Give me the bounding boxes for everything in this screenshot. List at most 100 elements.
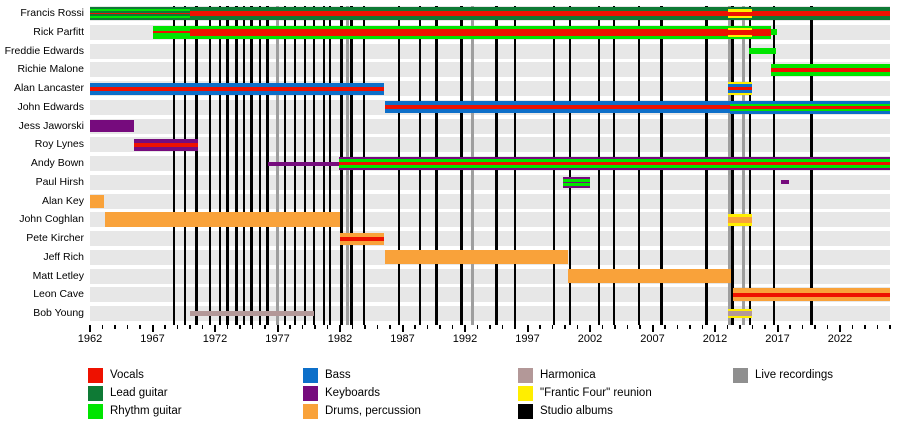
legend-swatch-album [518,404,533,419]
bar-layer-harmonica [728,310,752,316]
bar-layer-drums [385,250,568,265]
axis-major-tick [214,325,216,332]
axis-tick-label: 1977 [265,333,290,345]
axis-major-tick [714,325,716,332]
axis-minor-tick [876,325,879,329]
bar-roy-lynes [133,139,198,151]
member-label-pete-kircher: Pete Kircher [26,232,84,245]
studio-album-line [172,6,175,325]
bar-layer-vocals [771,67,890,72]
legend-swatch-drums [303,404,318,419]
member-label-alan-lancaster: Alan Lancaster [13,82,84,95]
member-label-roy-lynes: Roy Lynes [34,138,84,151]
bar-layer-ff [728,82,752,85]
studio-album-line [208,6,212,325]
bar-layer-ff [728,34,752,37]
studio-album-line [235,6,238,325]
axis-tick-label: 1992 [452,333,478,345]
bar-layer-rhythm [751,35,772,39]
axis-major-tick [464,325,466,332]
axis-major-tick [276,325,279,332]
bar-layer-ff [728,92,752,95]
bar-layer-rhythm [751,25,772,29]
bar-alan-lancaster [90,82,384,95]
bar-layer-vocals [732,292,890,297]
bar-layer-lead [190,7,729,12]
bar-layer-rhythm [338,165,890,168]
axis-major-tick [151,325,154,332]
bar-bob-young [728,309,752,319]
bar-john-coghlan [728,213,752,227]
studio-album-line [218,6,222,325]
bar-layer-lead [751,7,890,12]
axis-minor-tick [576,325,579,329]
bar-layer-harmonica [190,311,314,317]
bar-layer-rhythm [728,36,752,39]
bar-layer-keys [338,167,890,170]
axis-minor-tick [851,325,854,329]
bar-layer-vocals [90,12,190,15]
bar-layer-keys [562,185,590,188]
row-band [90,118,890,134]
axis-minor-tick [864,325,866,329]
legend-swatch-keys [303,386,318,401]
axis-minor-tick [476,325,479,329]
axis-major-tick [839,325,841,332]
studio-album-line [226,6,229,325]
bar-layer-vocals [190,11,729,16]
bar-john-edwards [730,101,890,114]
bar-layer-drums [340,232,384,237]
legend-swatch-bass [303,368,318,383]
bar-rick-parfitt [751,25,772,39]
bar-layer-bass [90,82,384,87]
axis-tick-label: 2022 [827,333,853,345]
bar-layer-drums [340,240,384,245]
bar-layer-vocals [730,105,890,110]
bar-layer-lead [751,15,890,20]
axis-tick-label: 1982 [327,333,353,345]
bar-layer-keys [338,157,890,160]
legend-swatch-ff [518,386,533,401]
bar-layer-rhythm [562,183,590,186]
member-label-jeff-rich: Jeff Rich [43,250,84,263]
bar-andy-bown [338,157,890,170]
bar-layer-bass [728,84,752,87]
axis-minor-tick [439,325,441,329]
axis-tick-label: 2012 [702,333,728,345]
bar-layer-bass [730,111,890,114]
axis-minor-tick [164,325,166,329]
axis-minor-tick [689,325,691,329]
bar-layer-rhythm [771,63,890,68]
bar-jeff-rich [385,250,568,265]
bar-layer-keys [90,120,134,133]
axis-minor-tick [626,325,629,329]
studio-album-line [250,6,253,325]
bar-layer-rhythm [748,48,777,55]
member-label-john-edwards: John Edwards [17,100,84,113]
bar-francis-rossi [90,6,190,21]
axis-minor-tick [301,325,304,329]
legend-label-harmonica: Harmonica [540,369,596,381]
axis-major-tick [776,325,779,332]
row-band [90,287,890,303]
bar-layer-vocals [751,11,890,16]
bar-layer-bass [730,101,890,104]
legend-label-album: Studio albums [540,405,613,417]
bar-francis-rossi [751,7,890,20]
axis-minor-tick [126,325,129,329]
legend-swatch-vocals [88,368,103,383]
bar-alan-key [90,194,104,208]
bar-matt-letley [567,269,732,284]
axis-minor-tick [601,325,604,329]
bar-paul-hirsh [781,180,789,185]
legend-label-drums: Drums, percussion [325,405,421,417]
bar-layer-vocals [133,142,198,148]
bar-layer-ff [728,223,752,227]
axis-minor-tick [814,325,816,329]
bar-layer-ff [728,15,752,18]
axis-minor-tick [739,325,741,329]
bar-layer-drums [90,194,104,208]
bar-layer-bass [90,90,384,95]
bar-layer-keys [133,147,198,151]
axis-major-tick [401,325,404,332]
